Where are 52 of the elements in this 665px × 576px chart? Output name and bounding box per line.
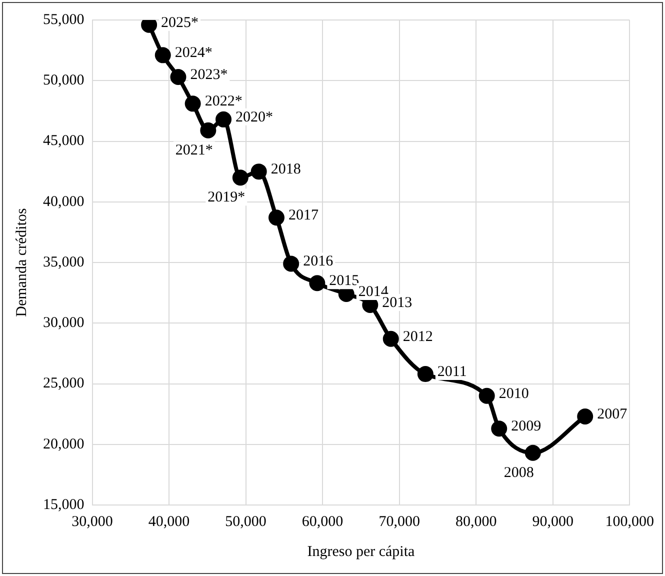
annotation: 2008: [504, 464, 534, 481]
y-tick-label: 25,000: [43, 376, 84, 392]
point: [184, 96, 201, 112]
y-tick-label: 45,000: [43, 133, 84, 150]
y-tick-label: 55,000: [43, 12, 84, 28]
point: [283, 256, 300, 272]
y-tick-label: 20,000: [43, 436, 84, 452]
annotation: 2007: [597, 406, 628, 422]
x-tick-label: 60,000: [302, 514, 344, 530]
point: [200, 122, 216, 138]
annotation: 2010: [498, 386, 529, 402]
point: [268, 210, 284, 226]
y-tick-label: 15,000: [43, 496, 84, 513]
annotation: 2012: [402, 328, 433, 345]
x-tick-label: 50,000: [225, 514, 266, 530]
annotation: 2023*: [190, 66, 228, 83]
annotation: 2018: [270, 162, 301, 178]
point: [216, 111, 232, 128]
y-tick-label: 35,000: [43, 254, 84, 270]
point: [309, 275, 326, 292]
annotation: 2016: [303, 254, 334, 270]
x-tick-label: 100,000: [605, 514, 654, 530]
annotation: 2017: [288, 208, 319, 224]
annotation: 2009: [511, 418, 542, 435]
x-tick-label: 90,000: [532, 514, 574, 530]
y-tick-label: 40,000: [43, 194, 84, 210]
annotation: 2011: [437, 364, 467, 380]
y-tick-label: 50,000: [43, 72, 84, 89]
annotation: 2020*: [236, 109, 274, 126]
x-tick-label: 40,000: [148, 514, 190, 530]
annotation: 2025*: [161, 14, 199, 31]
point: [417, 366, 434, 382]
point: [577, 408, 594, 424]
y-tick-label: 30,000: [43, 315, 84, 332]
x-axis-title: Ingreso per cápita: [307, 544, 415, 560]
annotation: 2021*: [175, 142, 213, 158]
x-tick-label: 30,000: [72, 514, 113, 530]
point: [491, 420, 508, 437]
point: [478, 388, 495, 404]
annotation: 2024*: [174, 45, 212, 62]
annotation: 2019*: [208, 190, 246, 206]
point: [170, 68, 186, 85]
annotation: 2022*: [204, 94, 242, 110]
point: [382, 330, 399, 347]
y-axis-title: Demanda créditos: [14, 208, 30, 317]
x-tick-label: 70,000: [378, 514, 420, 530]
point: [154, 47, 171, 64]
point: [250, 164, 267, 180]
x-tick-label: 80,000: [455, 514, 497, 530]
annotation: 2015: [329, 273, 360, 290]
point: [232, 170, 248, 186]
point: [524, 444, 541, 461]
